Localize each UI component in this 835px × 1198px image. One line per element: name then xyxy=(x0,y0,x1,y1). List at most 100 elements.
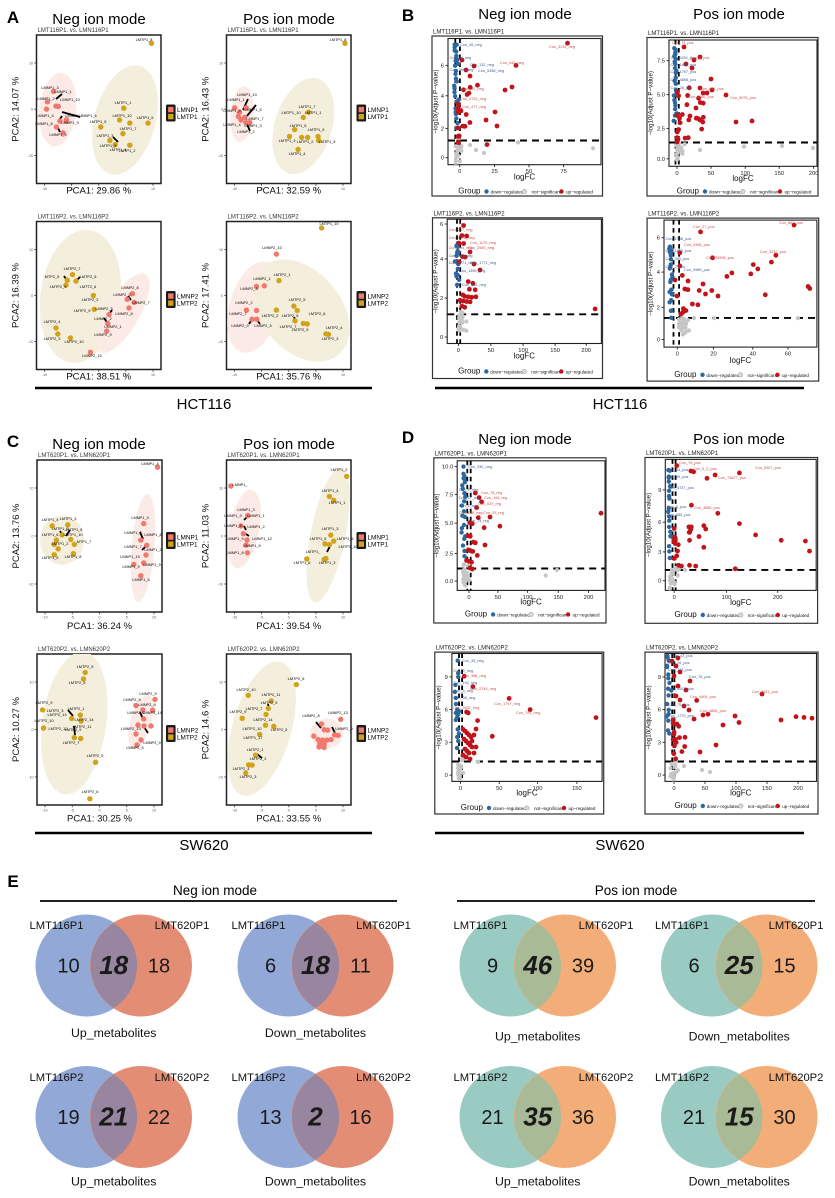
svg-text:down−regulated: down−regulated xyxy=(491,190,524,195)
svg-text:0: 0 xyxy=(31,108,33,112)
svg-text:LMNP2_8: LMNP2_8 xyxy=(138,702,155,707)
svg-text:3: 3 xyxy=(658,550,661,556)
svg-text:0: 0 xyxy=(32,534,34,538)
svg-text:18: 18 xyxy=(301,950,330,980)
svg-text:LMTP1: LMTP1 xyxy=(177,114,198,121)
svg-text:50: 50 xyxy=(526,169,532,175)
svg-text:LMTP2_12: LMTP2_12 xyxy=(48,726,67,731)
svg-text:LMTP1_2: LMTP1_2 xyxy=(52,541,69,546)
svg-text:LMNP1: LMNP1 xyxy=(368,107,390,114)
svg-text:6: 6 xyxy=(440,222,443,228)
svg-text:10: 10 xyxy=(341,373,345,377)
svg-text:logFC: logFC xyxy=(520,598,542,607)
svg-text:LMNP2: LMNP2 xyxy=(177,727,199,734)
svg-text:LMNP1_7: LMNP1_7 xyxy=(124,544,141,549)
svg-text:LMNP1_9: LMNP1_9 xyxy=(61,120,78,125)
svg-text:LMTP2_10: LMTP2_10 xyxy=(64,339,84,344)
svg-text:LMT116P2. vs. LMN116P2: LMT116P2. vs. LMN116P2 xyxy=(228,215,300,221)
svg-text:LMNP2_14: LMNP2_14 xyxy=(142,710,162,715)
svg-text:up−regulated: up−regulated xyxy=(573,613,600,618)
svg-text:LMTP1_7: LMTP1_7 xyxy=(120,126,137,131)
svg-text:LMNP1_3: LMNP1_3 xyxy=(237,507,254,512)
svg-text:LMT116P2: LMT116P2 xyxy=(655,1072,709,1084)
svg-text:Con_3232_pos: Con_3232_pos xyxy=(760,250,786,254)
svg-text:LMTP1_10: LMTP1_10 xyxy=(63,532,83,537)
svg-text:LMTP2_2: LMTP2_2 xyxy=(262,313,279,318)
svg-text:5: 5 xyxy=(126,616,128,620)
svg-text:Con_1855_pos: Con_1855_pos xyxy=(666,249,692,253)
svg-text:LMTP1_1: LMTP1_1 xyxy=(329,500,346,505)
svg-text:Neg ion mode: Neg ion mode xyxy=(478,6,571,23)
svg-text:A: A xyxy=(7,8,19,27)
svg-text:-5: -5 xyxy=(71,616,74,620)
svg-text:LMTP1_10: LMTP1_10 xyxy=(319,221,339,226)
svg-text:LMTP2_5: LMTP2_5 xyxy=(289,297,306,302)
svg-text:0: 0 xyxy=(457,348,460,354)
svg-text:Con_2745_neg: Con_2745_neg xyxy=(470,687,496,691)
svg-text:LMNP1_5: LMNP1_5 xyxy=(132,577,149,582)
svg-text:LMTP1_5: LMTP1_5 xyxy=(66,527,83,532)
svg-text:LMTP1_3: LMTP1_3 xyxy=(279,138,296,143)
svg-text:LMTP1: LMTP1 xyxy=(368,542,389,549)
svg-text:10: 10 xyxy=(341,616,345,620)
svg-text:LMTP2_7: LMTP2_7 xyxy=(64,266,81,271)
svg-text:LMTP1_7: LMTP1_7 xyxy=(299,104,316,109)
svg-text:LMT116P1: LMT116P1 xyxy=(655,920,709,932)
svg-text:PCA2: 11.03 %: PCA2: 11.03 % xyxy=(201,503,212,568)
svg-text:Con_3985_pos: Con_3985_pos xyxy=(684,268,710,272)
svg-text:Group: Group xyxy=(677,187,700,196)
svg-text:LMTP1_4: LMTP1_4 xyxy=(110,147,128,152)
svg-text:Con_733_pos: Con_733_pos xyxy=(668,668,692,672)
svg-text:50: 50 xyxy=(488,348,494,354)
svg-text:10: 10 xyxy=(30,680,34,684)
svg-text:LMT620P1. vs. LMN620P1: LMT620P1. vs. LMN620P1 xyxy=(646,451,719,457)
svg-text:Con_27_pos: Con_27_pos xyxy=(693,225,715,229)
svg-text:HCT116: HCT116 xyxy=(593,396,648,413)
svg-text:LMT116P2: LMT116P2 xyxy=(232,1072,286,1084)
svg-text:LMNP1_10: LMNP1_10 xyxy=(60,97,80,102)
svg-text:logFC: logFC xyxy=(732,174,754,183)
svg-text:Con_393_pos: Con_393_pos xyxy=(666,257,690,261)
svg-text:Group: Group xyxy=(458,367,481,376)
svg-text:0: 0 xyxy=(98,373,100,377)
svg-text:Con_477_neg: Con_477_neg xyxy=(462,105,486,109)
svg-text:-10: -10 xyxy=(218,775,223,779)
svg-text:not−significant: not−significant xyxy=(532,190,562,195)
svg-text:100: 100 xyxy=(722,595,732,601)
svg-text:LMTP2_5: LMTP2_5 xyxy=(282,313,299,318)
svg-text:SW620: SW620 xyxy=(179,837,228,854)
svg-text:LMNP1_1: LMNP1_1 xyxy=(247,513,264,518)
svg-text:LMTP2_9: LMTP2_9 xyxy=(74,308,91,313)
svg-text:not−significant: not−significant xyxy=(747,373,777,378)
svg-text:6: 6 xyxy=(658,708,661,714)
svg-text:9: 9 xyxy=(487,956,498,978)
svg-text:LMTP1: LMTP1 xyxy=(368,114,389,121)
svg-text:50: 50 xyxy=(702,786,708,792)
svg-text:LMTP1_17: LMTP1_17 xyxy=(243,735,262,740)
svg-text:150: 150 xyxy=(774,171,784,177)
svg-text:150: 150 xyxy=(550,348,560,354)
svg-text:-5: -5 xyxy=(260,809,263,813)
svg-text:10: 10 xyxy=(151,373,155,377)
svg-text:0: 0 xyxy=(658,773,661,779)
svg-text:21: 21 xyxy=(98,1102,128,1132)
svg-text:Con_30_neg: Con_30_neg xyxy=(462,87,484,91)
svg-text:Con_76_pos: Con_76_pos xyxy=(679,461,701,465)
svg-text:LMNP2_2: LMNP2_2 xyxy=(235,300,252,305)
svg-text:PCA1: 36.24 %: PCA1: 36.24 % xyxy=(67,621,133,632)
svg-text:logFC: logFC xyxy=(514,352,536,361)
svg-text:LMTP1_10: LMTP1_10 xyxy=(338,544,358,549)
svg-text:Con_4537_pos: Con_4537_pos xyxy=(668,687,694,691)
svg-text:logFC: logFC xyxy=(730,598,752,607)
svg-text:LMNP1_2: LMNP1_2 xyxy=(37,96,54,101)
svg-text:LMTP1_10: LMTP1_10 xyxy=(281,110,301,115)
svg-text:50: 50 xyxy=(496,786,502,792)
svg-text:Con_594_neg: Con_594_neg xyxy=(450,68,474,72)
svg-text:not−significant: not−significant xyxy=(748,804,778,809)
svg-text:0.0: 0.0 xyxy=(445,579,453,585)
svg-text:Con_5_pos: Con_5_pos xyxy=(690,56,710,60)
svg-text:PCA2: 16.39 %: PCA2: 16.39 % xyxy=(11,262,22,328)
svg-text:Con_1170_neg: Con_1170_neg xyxy=(470,241,496,245)
svg-text:Con_1966_pos: Con_1966_pos xyxy=(688,95,714,99)
svg-text:LMT116P1: LMT116P1 xyxy=(30,920,84,932)
